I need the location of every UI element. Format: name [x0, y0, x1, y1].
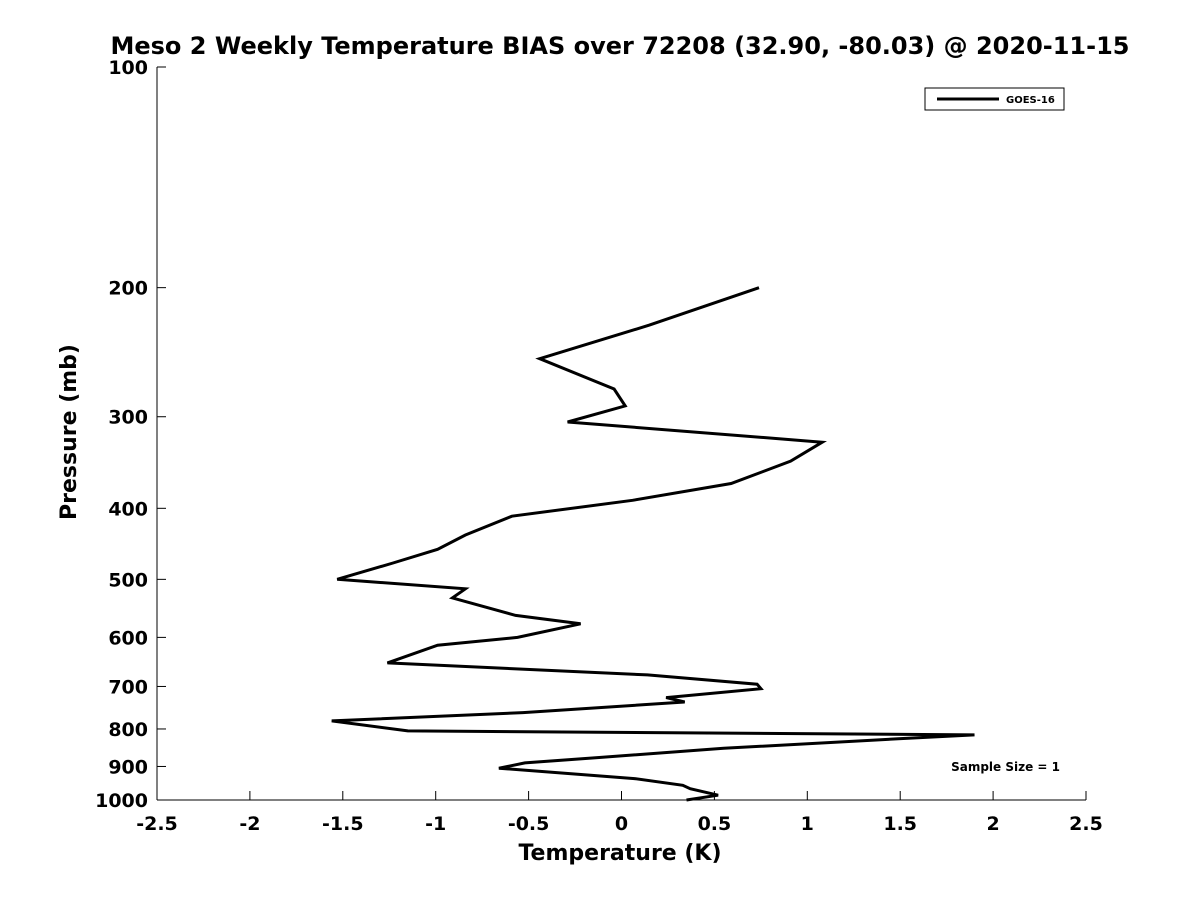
x-tick-label: 0: [615, 813, 628, 835]
x-tick-label: -1: [425, 813, 446, 835]
axes: -2.5 -2 -1.5 -1 -0.5 0 0.5 1 1.5 2 2.5 100 200 300 400…: [95, 57, 1103, 835]
x-tick-label: -2.5: [136, 813, 178, 835]
y-tick-label: 300: [108, 407, 148, 429]
x-tick-label: -1.5: [322, 813, 364, 835]
sample-size-annotation: Sample Size = 1: [951, 760, 1060, 774]
y-tick-label: 700: [108, 676, 148, 698]
y-tick-label: 900: [108, 756, 148, 778]
x-tick-label: 1.5: [883, 813, 917, 835]
y-tick-label: 200: [108, 278, 148, 300]
series-line-goes-16: [331, 286, 975, 802]
x-tick-label: -0.5: [508, 813, 550, 835]
x-tick-label: 1: [801, 813, 814, 835]
legend: GOES-16: [924, 87, 1065, 111]
series-layer: [331, 286, 975, 802]
y-tick-label: 600: [108, 627, 148, 649]
y-tick-label: 800: [108, 719, 148, 741]
x-tick-label: 2.5: [1069, 813, 1103, 835]
x-tick-label: 2: [986, 813, 999, 835]
y-tick-label: 500: [108, 569, 148, 591]
x-axis-label: Temperature (K): [518, 841, 721, 866]
chart-title: Meso 2 Weekly Temperature BIAS over 7220…: [110, 32, 1129, 60]
y-tick-label: 1000: [95, 790, 148, 812]
y-tick-label: 400: [108, 498, 148, 520]
y-tick-label: 100: [108, 57, 148, 79]
x-tick-label: 0.5: [698, 813, 732, 835]
x-tick-label: -2: [239, 813, 260, 835]
y-axis-label: Pressure (mb): [57, 344, 82, 520]
legend-label-goes-16: GOES-16: [1006, 95, 1055, 106]
